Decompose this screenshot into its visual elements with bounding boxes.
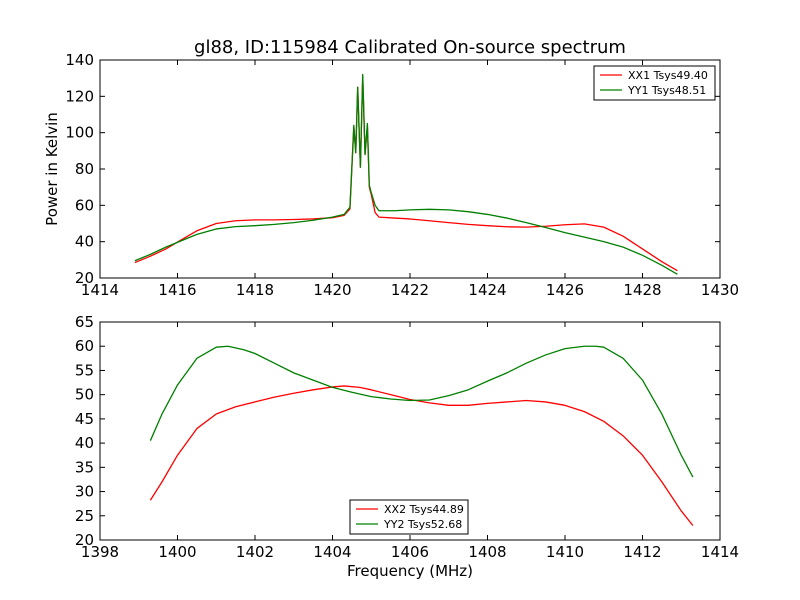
- legend-box: [593, 65, 716, 101]
- x-axis-label: Frequency (MHz): [347, 562, 473, 580]
- bottom-y-tick-label: 50: [75, 386, 94, 404]
- top-y-tick-label: 40: [75, 233, 94, 251]
- top-x-tick-label: 1420: [313, 281, 351, 299]
- legend-label-xx1: XX1 Tsys49.40: [628, 69, 708, 82]
- legend-label-yy1: YY1 Tsys48.51: [627, 84, 706, 97]
- bottom-y-tick-label: 20: [75, 531, 94, 549]
- y-axis-label: Power in Kelvin: [43, 112, 61, 226]
- legend-label-yy2: YY2 Tsys52.68: [383, 518, 462, 531]
- top-x-tick-label: 1418: [236, 281, 274, 299]
- bottom-legend: XX2 Tsys44.89 YY2 Tsys52.68: [349, 499, 469, 535]
- bottom-plot-frame: [99, 321, 721, 541]
- bottom-y-tick-label: 45: [75, 410, 94, 428]
- bottom-x-tick-label: 1410: [546, 543, 584, 561]
- top-y-tick-label: 100: [65, 124, 94, 142]
- bottom-series-line-1: [149, 385, 694, 526]
- chart-title: gl88, ID:115984 Calibrated On-source spe…: [194, 37, 626, 58]
- bottom-y-tick-label: 60: [75, 337, 94, 355]
- top-series-line-2: [134, 73, 678, 275]
- bottom-y-tick-label: 40: [75, 434, 94, 452]
- top-y-tick-label: 60: [75, 196, 94, 214]
- bottom-x-tick-label: 1408: [468, 543, 506, 561]
- top-y-tick-label: 140: [65, 51, 94, 69]
- top-x-tick-label: 1430: [701, 281, 739, 299]
- bottom-x-tick-label: 1414: [701, 543, 739, 561]
- top-plot-frame: [99, 59, 721, 279]
- bottom-x-tick-label: 1400: [158, 543, 196, 561]
- top-x-tick-label: 1422: [391, 281, 429, 299]
- bottom-series-line-2: [149, 345, 694, 478]
- bottom-x-tick-label: 1412: [623, 543, 661, 561]
- legend-label-xx2: XX2 Tsys44.89: [384, 503, 464, 516]
- bottom-x-tick-label: 1404: [313, 543, 351, 561]
- bottom-x-tick-label: 1402: [236, 543, 274, 561]
- top-x-tick-label: 1414: [81, 281, 119, 299]
- legend-box: [349, 499, 469, 535]
- bottom-x-tick-label: 1406: [391, 543, 429, 561]
- bottom-x-tick-label: 1398: [81, 543, 119, 561]
- bottom-y-tick-label: 55: [75, 361, 94, 379]
- top-series-line-1: [134, 75, 678, 272]
- top-x-tick-label: 1424: [468, 281, 506, 299]
- top-y-tick-label: 20: [75, 269, 94, 287]
- bottom-y-tick-label: 65: [75, 313, 94, 331]
- top-plot: 1414 1416 1418 1420 1422 1424 1426 1428 1430 20 40…: [65, 51, 739, 299]
- top-y-tick-label: 80: [75, 160, 94, 178]
- top-legend: XX1 Tsys49.40 YY1 Tsys48.51: [593, 65, 716, 101]
- bottom-y-tick-label: 30: [75, 483, 94, 501]
- bottom-y-tick-label: 35: [75, 458, 94, 476]
- top-x-tick-label: 1416: [158, 281, 196, 299]
- top-x-tick-label: 1428: [623, 281, 661, 299]
- bottom-y-tick-label: 25: [75, 507, 94, 525]
- top-y-tick-label: 120: [65, 87, 94, 105]
- top-x-tick-label: 1426: [546, 281, 584, 299]
